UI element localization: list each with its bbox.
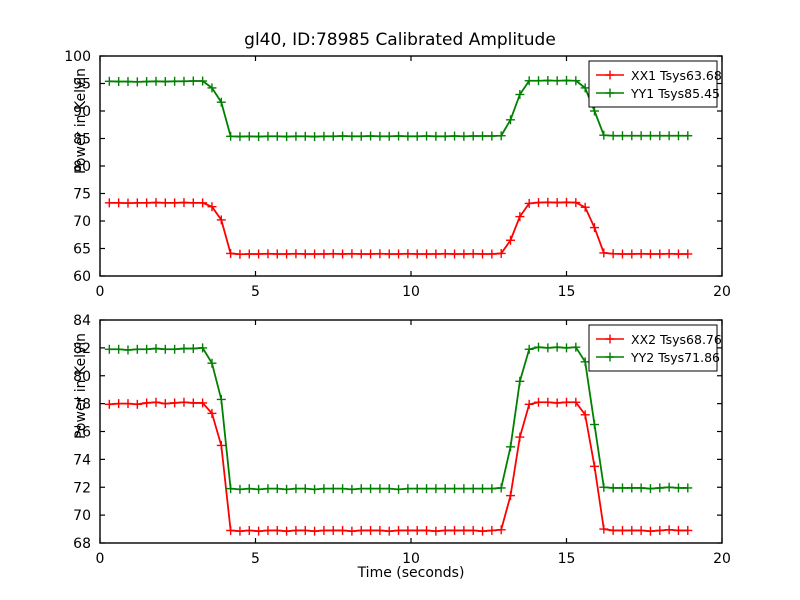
y-tick-label: 68 [73,536,91,552]
data-markers-1 [104,342,693,494]
axes-panel-bottom: 0 5 10 15 20 68 70 72 74 76 78 80 82 84 XX2 Tsys68.76 Y… [73,313,731,567]
figure-title: gl40, ID:78985 Calibrated Amplitude [244,30,556,50]
y-tick-label: 82 [73,341,91,357]
legend-bottom: XX2 Tsys68.76 YY2 Tsys71.86 [588,324,722,372]
y-tick-label: 85 [73,132,91,148]
legend-box [588,60,718,108]
x-tick-label: 0 [96,284,105,300]
x-tick-label: 20 [713,551,731,567]
x-tick-label: 20 [713,284,731,300]
x-axis-label: Time (seconds) [357,565,465,581]
legend-label-1: YY2 Tsys71.86 [630,350,720,365]
y-tick-label: 80 [73,369,91,385]
y-tick-label: 60 [73,269,91,285]
y-tick-label: 75 [73,187,91,203]
x-tick-label: 15 [558,284,576,300]
legend-box [588,324,718,372]
x-tick-label: 5 [251,551,260,567]
y-tick-label: 84 [73,313,91,329]
x-tick-label: 0 [96,551,105,567]
x-tick-label: 10 [402,284,420,300]
y-tick-label: 78 [73,397,91,413]
legend-label-0: XX2 Tsys68.76 [631,332,722,347]
data-markers-0 [104,197,693,259]
y-tick-label: 70 [73,214,91,230]
y-tick-label: 74 [73,452,91,468]
data-markers-0 [104,397,693,536]
legend-label-0: XX1 Tsys63.68 [631,68,722,83]
y-tick-label: 76 [73,425,91,441]
y-tick-label: 100 [64,49,91,65]
legend-top: XX1 Tsys63.68 YY1 Tsys85.45 [588,60,722,108]
axes-panel-top: 0 5 10 15 20 60 65 70 75 80 85 90 95 100 XX1 Tsys63.68… [64,49,731,300]
y-tick-label: 65 [73,242,91,258]
x-tick-label: 10 [402,551,420,567]
y-tick-label: 72 [73,480,91,496]
y-axis-label-top: Power in Kelvin [73,67,90,174]
legend-label-1: YY1 Tsys85.45 [630,86,720,101]
x-tick-label: 5 [251,284,260,300]
y-axis-label-bottom: Power in Kelvin [73,333,90,440]
data-line-0 [109,201,688,256]
y-tick-label: 90 [73,104,91,120]
y-tick-label: 70 [73,508,91,524]
y-tick-label: 95 [73,77,91,93]
x-tick-label: 15 [558,551,576,567]
data-markers-1 [104,75,693,142]
y-tick-label: 80 [73,159,91,175]
